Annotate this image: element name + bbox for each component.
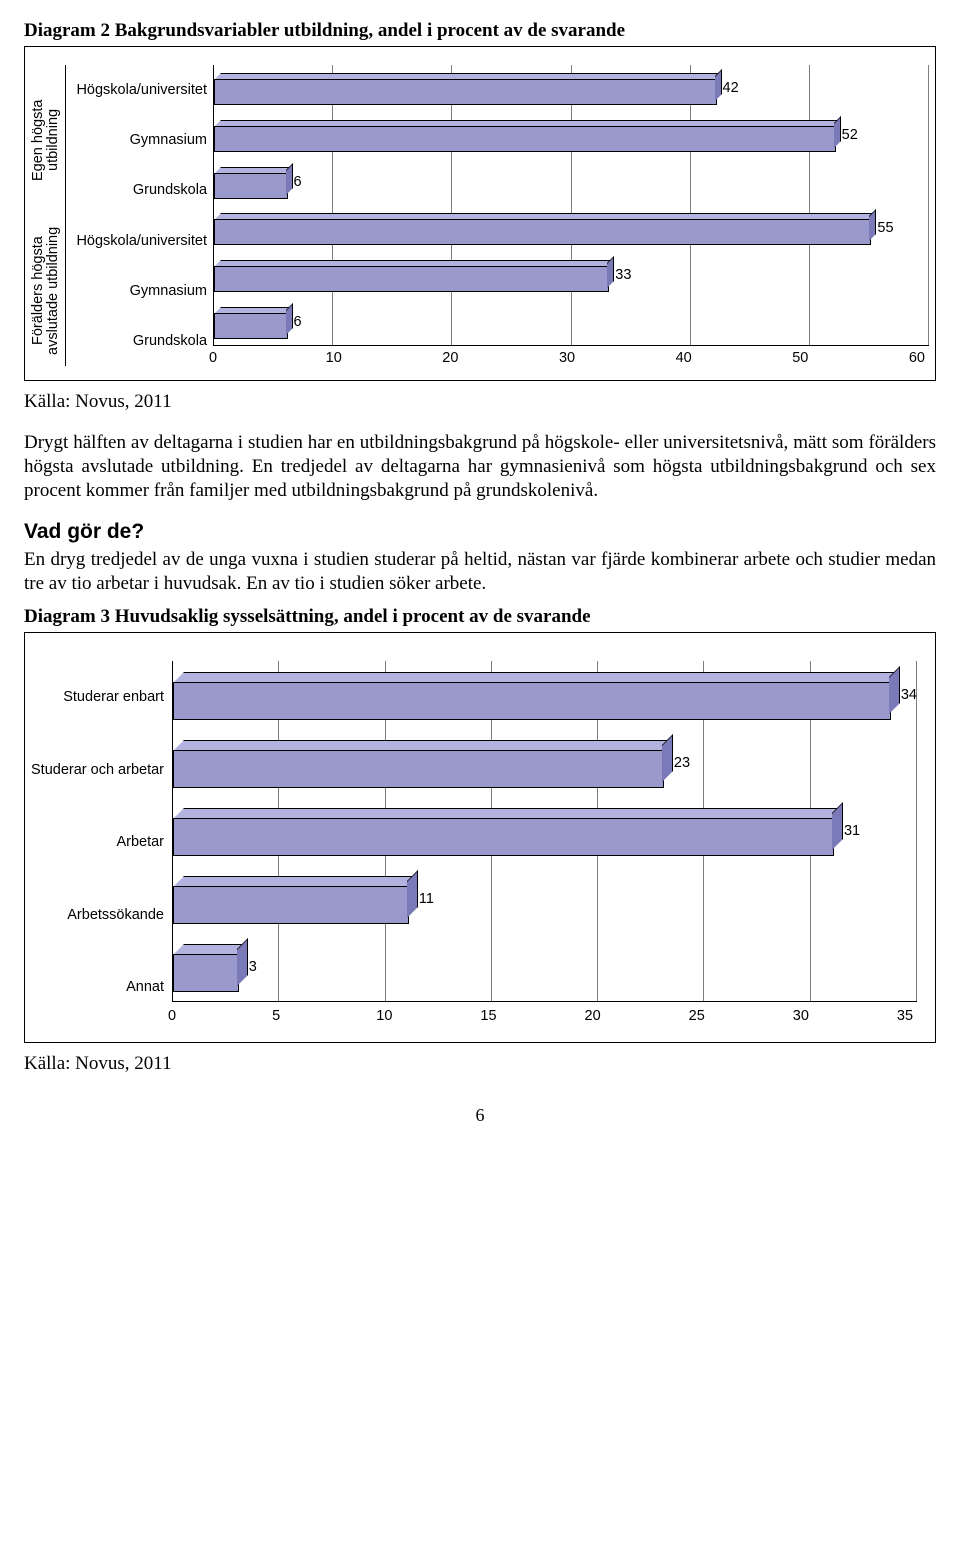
chart2-cat-3: Arbetssökande xyxy=(31,881,164,949)
chart1-cat-4: Gymnasium xyxy=(76,268,207,314)
chart1-xtick: 20 xyxy=(442,346,559,366)
chart1-group-0: Egen högsta utbildning xyxy=(31,70,61,210)
chart-bar: 3 xyxy=(173,933,917,1001)
chart1-category-labels: Högskola/universitet Gymnasium Grundskol… xyxy=(66,65,213,366)
chart1-xtick: 0 xyxy=(209,346,326,366)
bar-value-label: 31 xyxy=(844,823,860,839)
chart-bar: 11 xyxy=(173,865,917,933)
bar-value-label: 3 xyxy=(249,959,257,975)
chart2-cat-2: Arbetar xyxy=(31,808,164,876)
chart-bar: 6 xyxy=(214,299,929,345)
bar-value-label: 6 xyxy=(294,174,302,190)
chart-bar: 31 xyxy=(173,797,917,865)
chart1-cat-1: Gymnasium xyxy=(76,117,207,163)
chart1-xtick: 30 xyxy=(559,346,676,366)
chart1-xtick: 10 xyxy=(326,346,443,366)
bar-value-label: 11 xyxy=(419,891,434,907)
chart1-cat-5: Grundskola xyxy=(76,318,207,364)
source-2: Källa: Novus, 2011 xyxy=(24,1053,936,1075)
chart1-cat-2: Grundskola xyxy=(76,167,207,213)
chart-bar: 34 xyxy=(173,661,917,729)
bar-value-label: 52 xyxy=(842,127,858,143)
chart2-plot-area: 34 23 31 11 3 xyxy=(172,661,917,1001)
chart2-xtick: 35 xyxy=(897,1002,913,1024)
bar-value-label: 42 xyxy=(723,80,739,96)
page-number: 6 xyxy=(24,1105,936,1126)
chart-bar: 42 xyxy=(214,65,929,111)
chart1-xtick: 60 xyxy=(909,346,925,366)
chart1-cat-0: Högskola/universitet xyxy=(76,67,207,113)
chart2-xtick: 0 xyxy=(168,1002,272,1024)
chart2-cat-4: Annat xyxy=(31,953,164,1021)
chart2-xtick: 30 xyxy=(793,1002,897,1024)
chart1-xtick: 40 xyxy=(676,346,793,366)
chart2-xtick: 25 xyxy=(689,1002,793,1024)
section-heading: Vad gör de? xyxy=(24,520,936,544)
chart2-xtick: 15 xyxy=(480,1002,584,1024)
chart1-group-1: Förälders högsta avslutade utbildning xyxy=(31,221,61,361)
paragraph-2: En dryg tredjedel av de unga vuxna i stu… xyxy=(24,548,936,596)
chart2-x-axis: 0 5 10 15 20 25 30 35 xyxy=(172,1001,917,1024)
chart2-xtick: 10 xyxy=(376,1002,480,1024)
bar-value-label: 34 xyxy=(901,687,917,703)
chart-bar: 55 xyxy=(214,205,929,251)
chart1-plot-area: 42 52 6 55 33 6 xyxy=(213,65,929,345)
chart1-cat-3: Högskola/universitet xyxy=(76,218,207,264)
bar-value-label: 33 xyxy=(615,267,631,283)
bar-value-label: 55 xyxy=(877,220,893,236)
chart1-group-labels: Egen högsta utbildning Förälders högsta … xyxy=(31,65,66,366)
diagram-3-chart: Studerar enbart Studerar och arbetar Arb… xyxy=(24,632,936,1043)
chart1-x-axis: 0 10 20 30 40 50 60 xyxy=(213,345,929,366)
chart2-category-labels: Studerar enbart Studerar och arbetar Arb… xyxy=(31,661,172,1024)
chart2-xtick: 5 xyxy=(272,1002,376,1024)
chart1-xtick: 50 xyxy=(792,346,909,366)
diagram-3-title: Diagram 3 Huvudsaklig sysselsättning, an… xyxy=(24,606,936,628)
diagram-2-title: Diagram 2 Bakgrundsvariabler utbildning,… xyxy=(24,20,936,42)
bar-value-label: 23 xyxy=(674,755,690,771)
diagram-2-chart: Egen högsta utbildning Förälders högsta … xyxy=(24,46,936,381)
chart-bar: 33 xyxy=(214,252,929,298)
chart2-cat-1: Studerar och arbetar xyxy=(31,736,164,804)
chart-bar: 23 xyxy=(173,729,917,797)
chart2-xtick: 20 xyxy=(585,1002,689,1024)
chart-bar: 52 xyxy=(214,112,929,158)
source-1: Källa: Novus, 2011 xyxy=(24,391,936,413)
chart-bar: 6 xyxy=(214,159,929,205)
paragraph-1: Drygt hälften av deltagarna i studien ha… xyxy=(24,431,936,502)
chart2-cat-0: Studerar enbart xyxy=(31,663,164,731)
bar-value-label: 6 xyxy=(294,314,302,330)
